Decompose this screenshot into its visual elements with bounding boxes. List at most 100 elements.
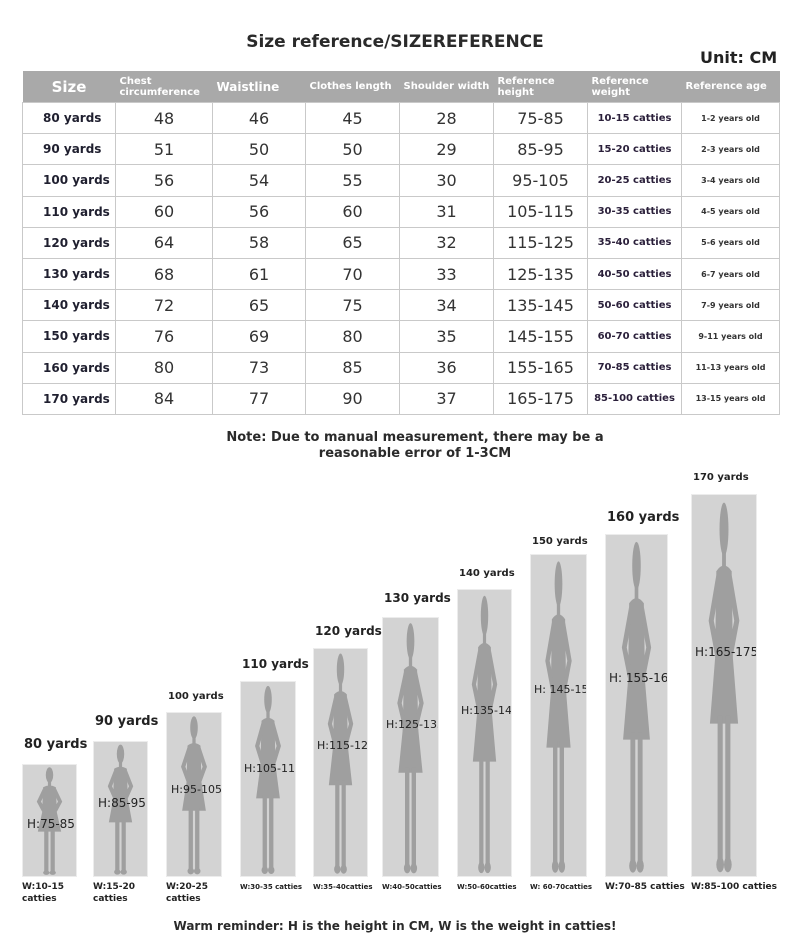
figure-height-label: H:165-175 — [695, 645, 757, 659]
figure-weight-label: W:10-15 catties — [22, 882, 65, 904]
cell-reference-height: 75-85 — [493, 101, 588, 135]
cell-shoulder-width: 33 — [399, 257, 494, 291]
cell-size: 120 yards — [22, 226, 116, 259]
cell-chest: 76 — [115, 320, 213, 353]
cell-size: 90 yards — [22, 133, 116, 166]
header-shoulder-width: Shoulder width — [399, 71, 494, 103]
cell-clothes-length: 55 — [305, 164, 400, 197]
cell-reference-height: 135-145 — [493, 289, 588, 322]
cell-size: 170 yards — [22, 382, 116, 415]
child-figure-image: H:85-95 — [93, 741, 148, 877]
cell-waistline: 46 — [212, 101, 306, 135]
figure-size-label: 160 yards — [607, 510, 680, 525]
cell-reference-weight: 85-100 catties — [587, 382, 682, 415]
child-figure-image: H:75-85 — [22, 764, 77, 877]
cell-chest: 64 — [115, 226, 213, 259]
cell-reference-weight: 50-60 catties — [587, 289, 682, 322]
child-figure-image: H:105-115 — [240, 681, 296, 877]
cell-reference-weight: 35-40 catties — [587, 226, 682, 259]
child-figure-image: H:115-125 — [313, 648, 368, 877]
figure-weight-label: W:35-40catties — [313, 883, 373, 891]
page-title: Size reference/SIZEREFERENCE — [246, 32, 544, 52]
cell-reference-age: 1-2 years old — [681, 101, 780, 135]
size-table: Size Chest circumference Waistline Cloth… — [22, 71, 780, 415]
child-silhouette-icon — [107, 744, 134, 875]
child-silhouette-icon — [621, 541, 652, 873]
figure-weight-label: W:85-100 catties — [691, 882, 777, 892]
cell-shoulder-width: 36 — [399, 351, 494, 384]
child-silhouette-icon — [36, 767, 63, 875]
cell-reference-weight: 10-15 catties — [587, 101, 682, 135]
cell-clothes-length: 80 — [305, 320, 400, 353]
unit-label: Unit: CM — [700, 48, 778, 67]
cell-reference-age: 13-15 years old — [681, 382, 780, 415]
cell-chest: 51 — [115, 133, 213, 166]
cell-chest: 80 — [115, 351, 213, 384]
cell-chest: 56 — [115, 164, 213, 197]
figure-height-label: H:105-115 — [244, 762, 295, 775]
cell-clothes-length: 85 — [305, 351, 400, 384]
header-waistline: Waistline — [212, 71, 306, 103]
cell-waistline: 77 — [212, 382, 306, 415]
cell-reference-weight: 15-20 catties — [587, 133, 682, 166]
cell-waistline: 56 — [212, 195, 306, 228]
cell-chest: 48 — [115, 101, 213, 135]
cell-shoulder-width: 35 — [399, 320, 494, 353]
warm-reminder: Warm reminder: H is the height in CM, W … — [173, 919, 617, 933]
cell-reference-age: 3-4 years old — [681, 164, 780, 197]
cell-chest: 68 — [115, 257, 213, 291]
cell-reference-height: 95-105 — [493, 164, 588, 197]
cell-waistline: 54 — [212, 164, 306, 197]
figure-height-label: H: 145-155 — [534, 683, 586, 696]
figure-weight-label: W:40-50catties — [382, 883, 442, 891]
figure-height-label: H:125-135 — [386, 718, 439, 731]
table-row: 150 yards 76 69 80 35 145-155 60-70 catties 9-1… — [22, 320, 780, 353]
cell-shoulder-width: 31 — [399, 195, 494, 228]
cell-reference-height: 85-95 — [493, 133, 588, 166]
cell-waistline: 73 — [212, 351, 306, 384]
cell-waistline: 50 — [212, 133, 306, 166]
cell-waistline: 69 — [212, 320, 306, 353]
cell-chest: 72 — [115, 289, 213, 322]
cell-reference-age: 6-7 years old — [681, 257, 780, 291]
cell-size: 80 yards — [22, 101, 116, 135]
cell-size: 160 yards — [22, 351, 116, 384]
table-row: 170 yards 84 77 90 37 165-175 85-100 catties 13… — [22, 382, 780, 415]
table-row: 80 yards 48 46 45 28 75-85 10-15 catties 1-2 ye… — [22, 101, 780, 135]
cell-reference-weight: 40-50 catties — [587, 257, 682, 291]
child-figure-image: H:165-175 — [691, 494, 757, 877]
cell-reference-height: 125-135 — [493, 257, 588, 291]
cell-chest: 84 — [115, 382, 213, 415]
cell-waistline: 58 — [212, 226, 306, 259]
figure-size-label: 90 yards — [95, 714, 159, 729]
cell-reference-height: 115-125 — [493, 226, 588, 259]
cell-reference-height: 105-115 — [493, 195, 588, 228]
figure-height-label: H: 155-165 — [609, 671, 668, 685]
header-reference-weight: Reference weight — [587, 71, 682, 103]
cell-clothes-length: 70 — [305, 257, 400, 291]
header-reference-age: Reference age — [681, 71, 780, 103]
table-row: 120 yards 64 58 65 32 115-125 35-40 catties 5-6… — [22, 226, 780, 259]
cell-waistline: 65 — [212, 289, 306, 322]
cell-size: 110 yards — [22, 195, 116, 228]
child-figure-image: H: 145-155 — [530, 554, 587, 877]
figure-size-label: 110 yards — [242, 657, 309, 671]
header-clothes-length: Clothes length — [305, 71, 400, 103]
cell-reference-age: 11-13 years old — [681, 351, 780, 384]
cell-shoulder-width: 34 — [399, 289, 494, 322]
figure-weight-label: W:70-85 catties — [605, 882, 685, 892]
cell-clothes-length: 90 — [305, 382, 400, 415]
cell-waistline: 61 — [212, 257, 306, 291]
cell-shoulder-width: 29 — [399, 133, 494, 166]
cell-reference-age: 5-6 years old — [681, 226, 780, 259]
figure-weight-label: W: 60-70catties — [530, 883, 593, 891]
cell-clothes-length: 60 — [305, 195, 400, 228]
figure-height-label: H:115-125 — [317, 739, 368, 752]
figure-size-label: 150 yards — [532, 536, 588, 547]
figure-size-label: 170 yards — [693, 472, 749, 483]
cell-clothes-length: 75 — [305, 289, 400, 322]
figure-size-label: 130 yards — [384, 591, 451, 605]
header-reference-height: Reference height — [493, 71, 588, 103]
child-silhouette-icon — [708, 502, 740, 873]
cell-shoulder-width: 32 — [399, 226, 494, 259]
